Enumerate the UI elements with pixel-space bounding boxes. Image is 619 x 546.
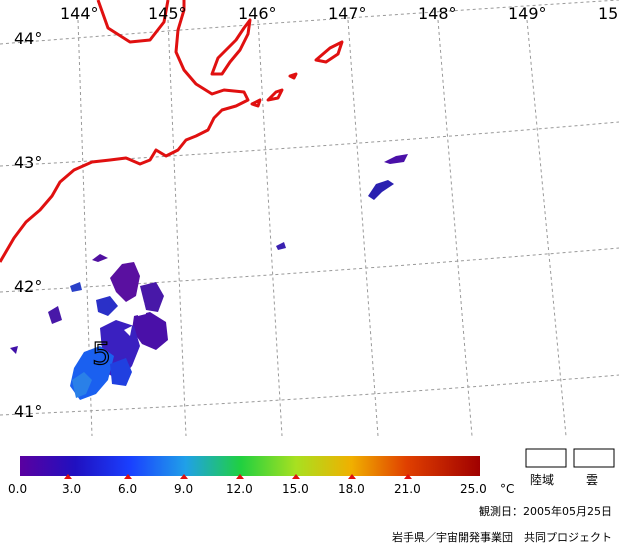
longitude-label-146: 146°: [238, 4, 277, 23]
contour-label: 5: [92, 337, 111, 372]
longitude-label-144: 144°: [60, 4, 99, 23]
cloud-legend-box: [573, 448, 615, 468]
longitude-label-147: 147°: [328, 4, 367, 23]
colorbar-tick-12: 12.0: [226, 482, 253, 496]
cloud-legend-label: 雲: [586, 473, 598, 487]
land-legend-label: 陸域: [530, 473, 554, 487]
observation-date: 観測日：2005年05月25日: [479, 504, 612, 518]
credit-text: 岩手県／宇宙開発事業団 共同プロジェクト: [392, 530, 612, 544]
latitude-label-41: 41°: [14, 402, 42, 421]
latitude-label-44: 44°: [14, 29, 42, 48]
colorbar-unit: °C: [500, 482, 514, 496]
colorbar-tick-21: 21.0: [394, 482, 421, 496]
colorbar-tick-25: 25.0: [460, 482, 487, 496]
colorbar-ticks: [64, 474, 412, 479]
colorbar-tick-9: 9.0: [174, 482, 193, 496]
latitude-label-43: 43°: [14, 153, 42, 172]
coastline: [0, 0, 344, 263]
colorbar-tick-6: 6.0: [118, 482, 137, 496]
colorbar-tick-0: 0.0: [8, 482, 27, 496]
longitude-label-149: 149°: [508, 4, 547, 23]
latitude-label-42: 42°: [14, 277, 42, 296]
parallel-lines: [0, 0, 619, 416]
colorbar: [20, 456, 480, 476]
sst-patches: [10, 154, 408, 400]
colorbar-tick-18: 18.0: [338, 482, 365, 496]
longitude-label-150: 15: [598, 4, 618, 23]
longitude-label-148: 148°: [418, 4, 457, 23]
meridian-lines: [77, 19, 567, 437]
colorbar-tick-3: 3.0: [62, 482, 81, 496]
land-legend-box: [525, 448, 567, 468]
colorbar-tick-15: 15.0: [282, 482, 309, 496]
longitude-label-145: 145°: [148, 4, 187, 23]
